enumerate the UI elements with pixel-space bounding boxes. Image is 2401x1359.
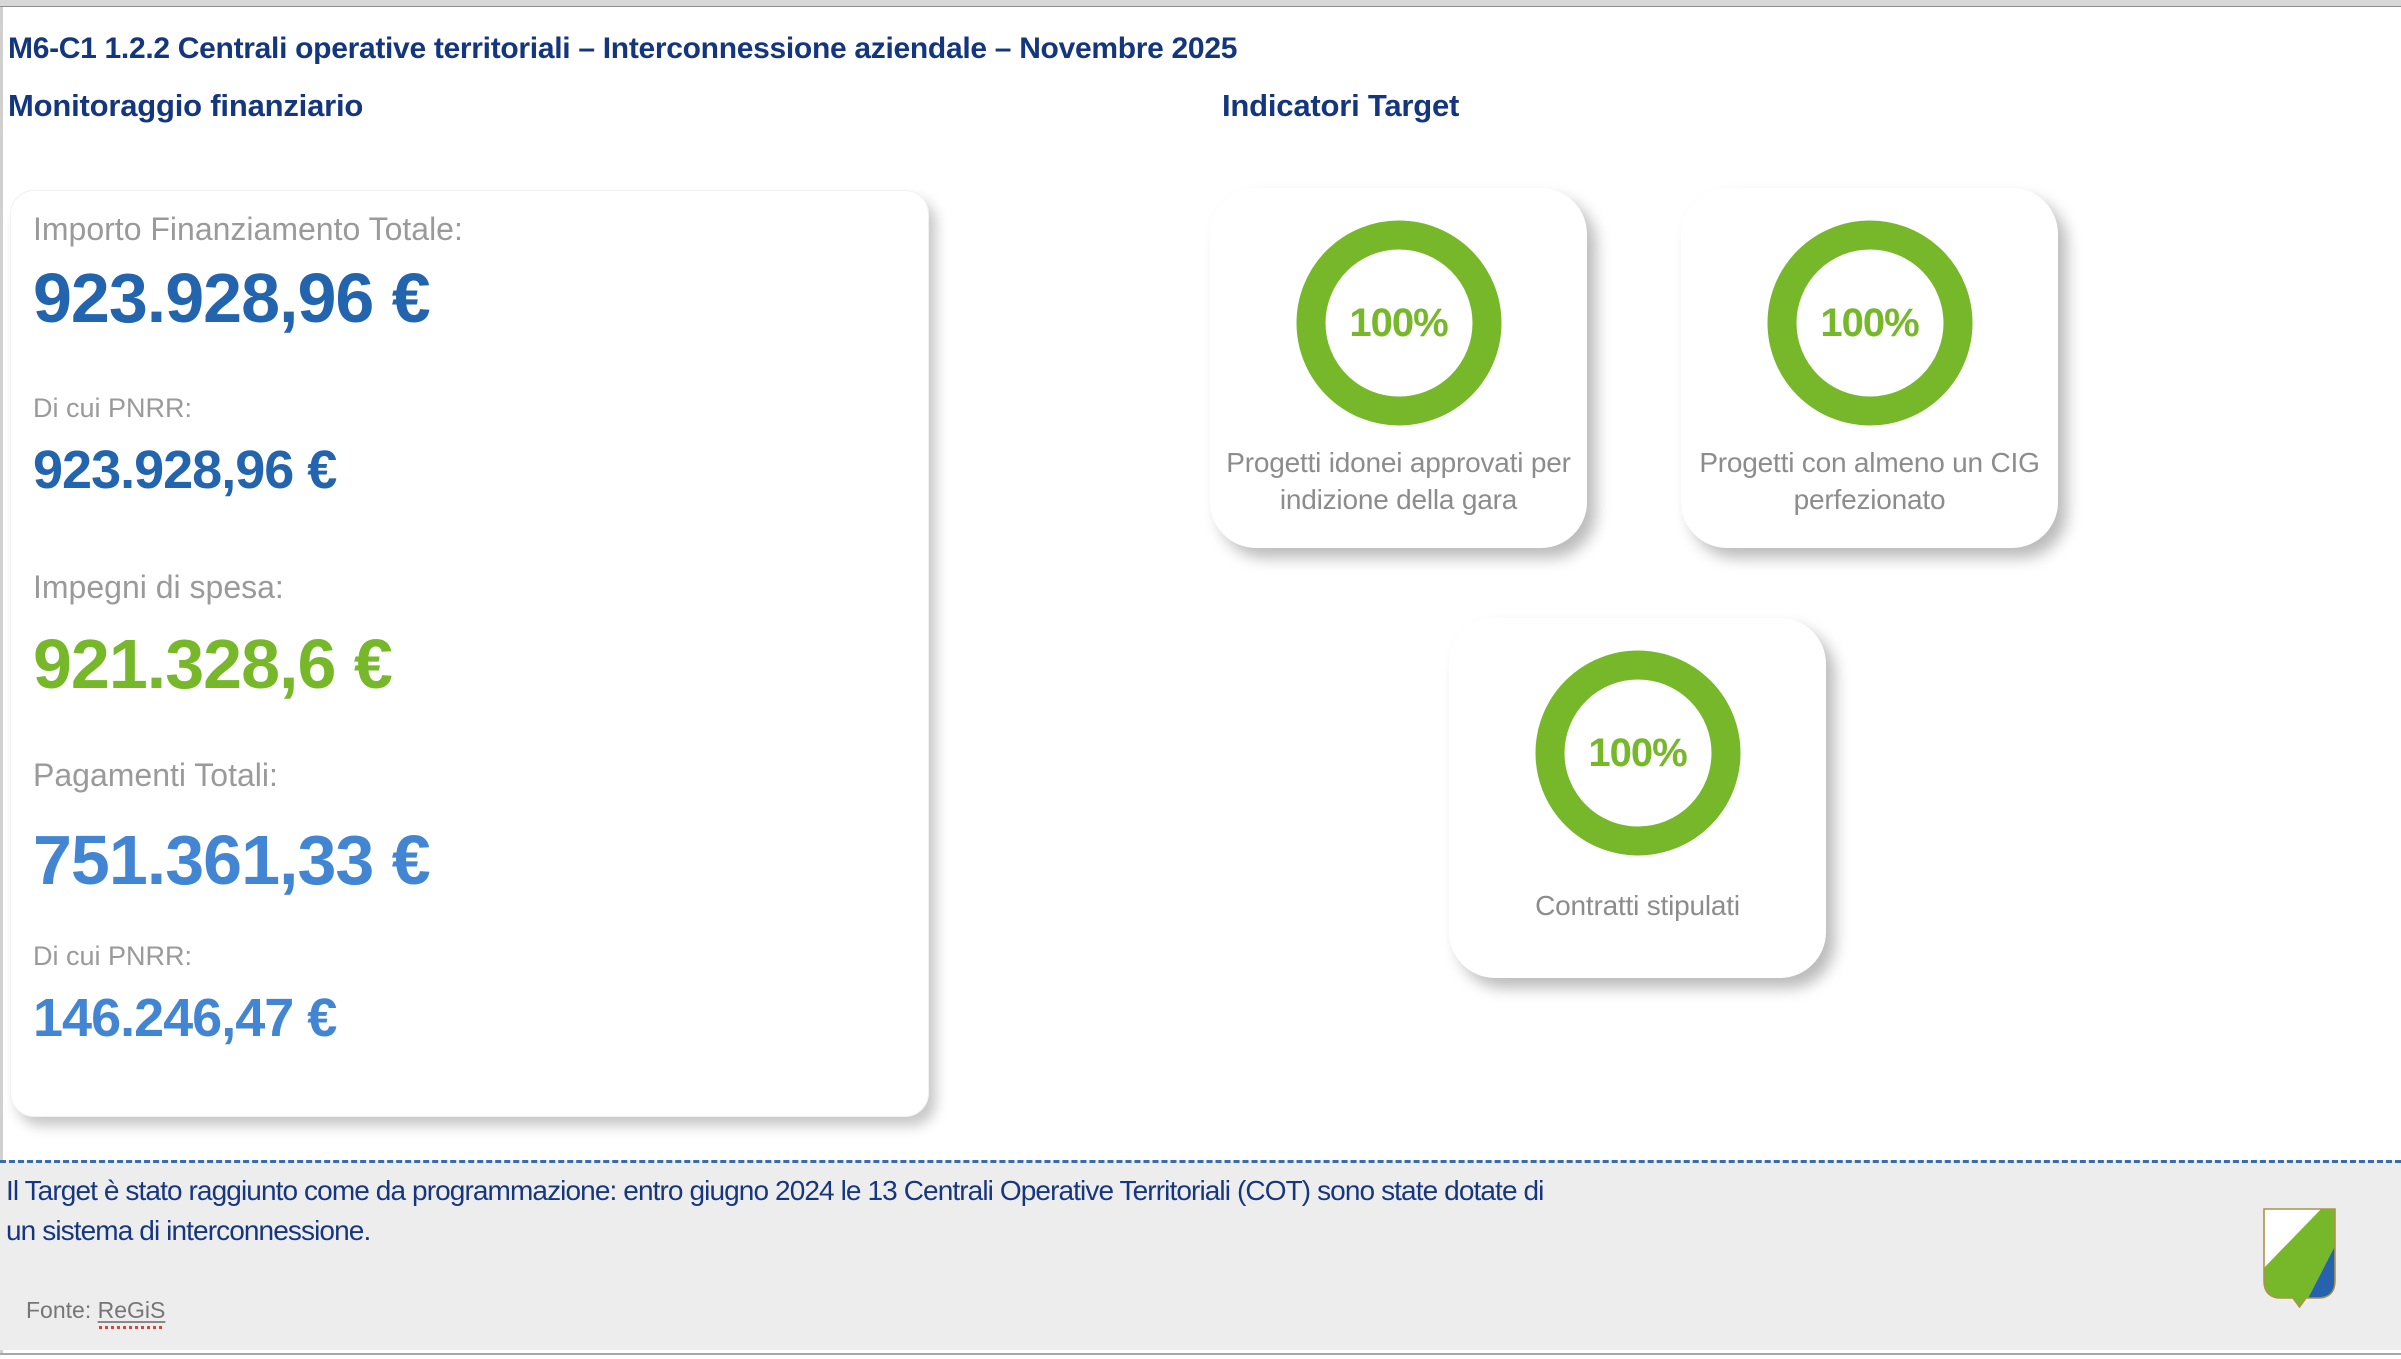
total-payments-value: 751.361,33 € xyxy=(33,821,431,899)
financial-monitoring-card: Importo Finanziamento Totale: 923.928,96… xyxy=(10,190,929,1117)
payments-pnrr-share-label: Di cui PNRR: xyxy=(33,941,193,971)
total-financing-label: Importo Finanziamento Totale: xyxy=(33,211,463,247)
regis-link[interactable]: ReGiS xyxy=(97,1297,166,1323)
window-top-border xyxy=(0,0,2401,7)
indicator-card-projects-approved: 100% Progetti idonei approvati per indiz… xyxy=(1210,188,1587,548)
donut-chart xyxy=(1767,220,1972,426)
page-title: M6-C1 1.2.2 Centrali operative territori… xyxy=(8,32,1238,66)
target-note-line1: Il Target è stato raggiunto come da prog… xyxy=(6,1175,1544,1206)
progress-ring: 100% xyxy=(1767,220,1973,426)
indicators-section-heading: Indicatori Target xyxy=(1222,87,1460,123)
progress-percent: 100% xyxy=(1588,730,1687,775)
donut-chart xyxy=(1296,220,1501,426)
indicator-card-contracts-signed: 100% Contratti stipulati xyxy=(1449,618,1826,978)
progress-percent: 100% xyxy=(1820,300,1919,345)
progress-ring: 100% xyxy=(1296,220,1502,426)
indicator-label: Contratti stipulati xyxy=(1535,890,1740,921)
source-line: Fonte: ReGiS xyxy=(26,1297,165,1324)
spending-commitments-label: Impegni di spesa: xyxy=(33,569,284,605)
spending-commitments-value: 921.328,6 € xyxy=(33,625,393,703)
indicator-label: Progetti con almeno un CIG perfezionato xyxy=(1699,447,2040,515)
donut-chart xyxy=(1535,650,1740,856)
payments-pnrr-share-value: 146.246,47 € xyxy=(33,988,337,1048)
progress-percent: 100% xyxy=(1349,300,1448,345)
pnrr-share-label: Di cui PNRR: xyxy=(33,393,193,423)
progress-ring: 100% xyxy=(1535,650,1741,856)
target-note-line2: un sistema di interconnessione. xyxy=(6,1215,371,1246)
window-left-border xyxy=(0,7,3,1355)
indicator-label: Progetti idonei approvati per indizione … xyxy=(1226,447,1571,515)
source-label: Fonte: xyxy=(26,1297,98,1323)
abruzzo-coat-of-arms-icon xyxy=(2263,1208,2336,1308)
total-payments-label: Pagamenti Totali: xyxy=(33,757,278,793)
target-note: Il Target è stato raggiunto come da prog… xyxy=(6,1171,1544,1251)
pnrr-share-value: 923.928,96 € xyxy=(33,440,337,500)
indicator-card-cig-perfected: 100% Progetti con almeno un CIG perfezio… xyxy=(1681,188,2058,548)
total-financing-value: 923.928,96 € xyxy=(33,259,431,337)
window-bottom-border xyxy=(0,1353,2401,1355)
footer-note-strip: Il Target è stato raggiunto come da prog… xyxy=(0,1160,2401,1350)
financial-section-heading: Monitoraggio finanziario xyxy=(8,87,364,123)
